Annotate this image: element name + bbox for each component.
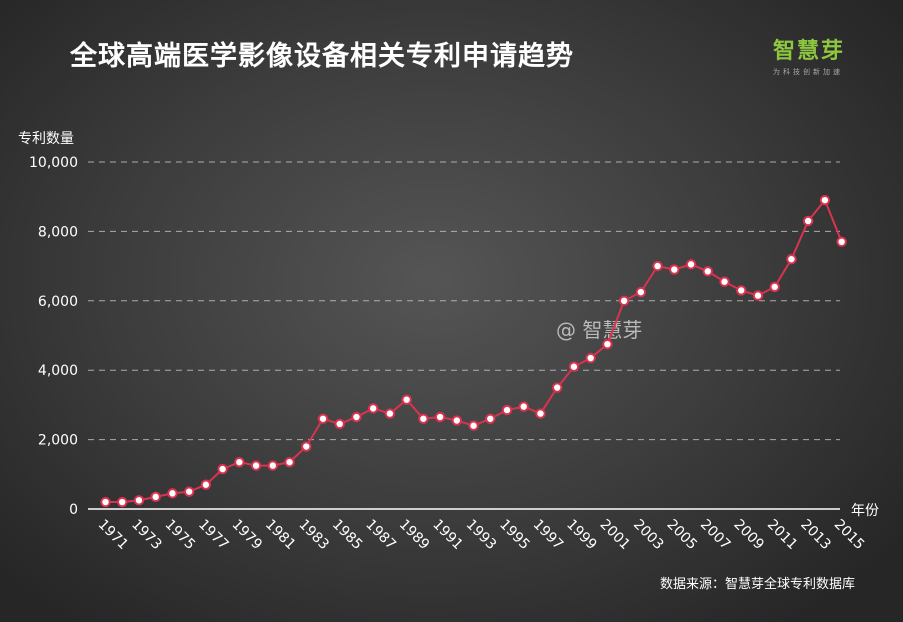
data-point [234, 456, 245, 468]
y-tick-label: 4,000 [38, 363, 78, 379]
x-tick-label: 1975 [162, 517, 199, 554]
x-tick-label: 1973 [128, 517, 165, 554]
x-tick-label: 1977 [195, 517, 232, 554]
data-point [635, 286, 647, 298]
data-point [334, 418, 345, 430]
data-point [485, 413, 496, 424]
watermark: @ 智慧芽 [556, 318, 642, 342]
x-tick-label: 1971 [95, 517, 132, 554]
brand-logo: 智慧芽 为科技创新加速 [773, 33, 845, 77]
series-line [105, 198, 843, 504]
gridlines [88, 161, 840, 510]
data-point [284, 456, 295, 468]
y-axis-label: 专利数量 [18, 131, 74, 147]
data-point [836, 236, 847, 248]
data-point [217, 463, 228, 475]
x-tick-label: 2009 [730, 517, 767, 554]
data-point [535, 408, 546, 419]
y-tick-label: 8,000 [38, 224, 78, 240]
series-group [100, 194, 847, 508]
x-tick-label: 2013 [797, 517, 834, 554]
data-point [685, 259, 697, 270]
data-point [200, 479, 212, 490]
data-point [669, 264, 680, 275]
x-tick-label: 2007 [697, 517, 734, 554]
data-point [434, 411, 446, 423]
data-point [367, 403, 379, 414]
x-tick-label: 2015 [831, 517, 868, 554]
x-tick-label: 1989 [396, 517, 433, 554]
data-point [702, 266, 713, 277]
data-point [719, 276, 730, 287]
x-tick-label: 1981 [262, 517, 299, 554]
x-tick-labels: 1971197319751977197919811983198519871989… [95, 517, 868, 554]
data-point [451, 415, 463, 426]
data-point [418, 413, 429, 424]
data-point [518, 401, 529, 412]
data-point [301, 441, 312, 452]
data-point [100, 496, 111, 508]
x-tick-label: 1999 [563, 517, 600, 554]
data-point [736, 285, 747, 296]
y-tick-label: 0 [69, 502, 78, 518]
data-point [351, 411, 362, 423]
data-source: 数据来源：智慧芽全球专利数据库 [659, 577, 855, 592]
data-point [317, 413, 329, 424]
x-tick-label: 1987 [362, 517, 399, 554]
data-point [133, 495, 145, 506]
x-tick-label: 1995 [496, 517, 533, 554]
y-tick-label: 10,000 [29, 155, 78, 171]
data-point [150, 491, 161, 503]
data-point [401, 394, 412, 405]
data-point [618, 295, 630, 306]
data-point [819, 194, 831, 206]
y-tick-labels: 0 2,000 4,000 6,000 8,000 10,000 [29, 155, 78, 518]
chart-title: 全球高端医学影像设备相关专利申请趋势 [70, 41, 574, 72]
data-point [501, 404, 513, 416]
data-point [250, 460, 262, 471]
x-tick-label: 1979 [229, 517, 266, 554]
logo-name: 智慧芽 [773, 39, 846, 64]
data-point [786, 253, 797, 265]
x-tick-label: 1993 [463, 517, 500, 554]
data-point [585, 352, 596, 364]
data-point [552, 382, 563, 393]
data-point [769, 281, 780, 293]
data-point [183, 486, 195, 497]
data-point [568, 361, 580, 372]
x-tick-label: 1985 [329, 517, 366, 554]
data-point [652, 260, 663, 272]
x-tick-label: 2005 [663, 517, 700, 554]
data-point [267, 460, 278, 471]
x-tick-label: 1983 [295, 517, 332, 554]
x-tick-label: 2011 [764, 517, 801, 554]
data-point [802, 215, 814, 227]
data-point [167, 488, 178, 499]
logo-tagline: 为科技创新加速 [773, 68, 843, 76]
x-tick-label: 2001 [597, 517, 634, 554]
data-point [752, 290, 764, 301]
data-point [468, 420, 479, 431]
data-point [384, 408, 396, 419]
y-tick-label: 6,000 [38, 294, 78, 310]
data-point [117, 496, 128, 508]
x-tick-label: 1997 [530, 517, 567, 554]
data-point [602, 338, 613, 350]
x-axis-label: 年份 [851, 503, 879, 519]
x-tick-label: 1991 [429, 517, 466, 554]
x-tick-label: 2003 [630, 517, 667, 554]
y-tick-label: 2,000 [38, 433, 78, 449]
